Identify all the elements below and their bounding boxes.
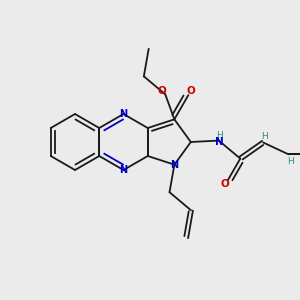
Text: H: H	[217, 131, 223, 140]
Text: N: N	[119, 109, 128, 119]
Text: N: N	[170, 160, 178, 170]
Text: N: N	[119, 165, 128, 175]
Text: N: N	[215, 136, 224, 147]
Text: H: H	[287, 157, 294, 166]
Text: H: H	[261, 132, 268, 141]
Text: O: O	[220, 179, 229, 189]
Text: O: O	[186, 86, 195, 96]
Text: O: O	[158, 86, 167, 96]
